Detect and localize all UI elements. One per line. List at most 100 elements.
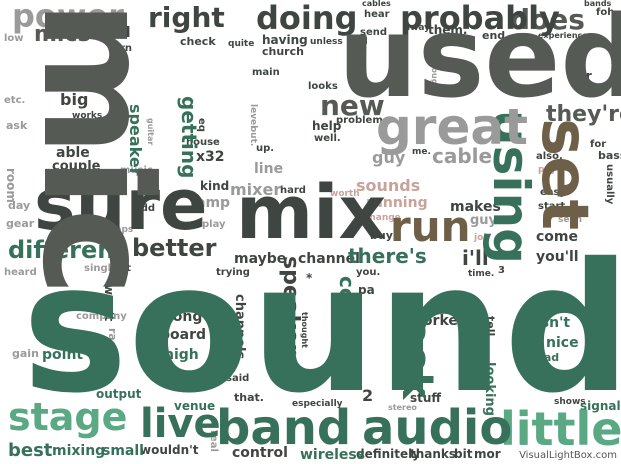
cloud-word: channel xyxy=(298,251,360,267)
cloud-word: seen xyxy=(558,215,582,225)
cloud-word: amps xyxy=(106,225,134,235)
cloud-word: unless xyxy=(310,37,343,47)
cloud-word: well. xyxy=(314,133,341,144)
cloud-word: high xyxy=(164,347,199,363)
cloud-word: out. xyxy=(248,126,258,147)
cloud-word: time. xyxy=(468,269,495,279)
cloud-word: also, xyxy=(536,151,563,162)
cloud-word: amp xyxy=(196,195,231,211)
cloud-word: works xyxy=(72,111,103,121)
cloud-word: help xyxy=(312,119,342,133)
cloud-word: 3 xyxy=(498,265,505,276)
cloud-word: there's xyxy=(348,244,427,268)
cloud-word: cable xyxy=(432,144,493,168)
cloud-word: job xyxy=(474,233,490,243)
cloud-word: hard xyxy=(280,185,306,196)
cloud-word: come xyxy=(536,229,578,245)
cloud-word: pay xyxy=(538,165,557,175)
cloud-word: stereo xyxy=(388,403,417,412)
cloud-word: couple xyxy=(52,159,101,174)
cloud-word: experience xyxy=(538,31,588,40)
cloud-word: guys xyxy=(470,213,505,228)
cloud-word: kind xyxy=(200,179,230,193)
cloud-word: mixing xyxy=(52,443,106,459)
cloud-word: worked xyxy=(410,313,468,329)
cloud-word: trying xyxy=(216,267,250,278)
cloud-word: usually xyxy=(604,164,615,205)
cloud-word: old xyxy=(352,37,368,47)
cloud-word: mixer xyxy=(230,180,282,199)
cloud-word: edit: xyxy=(58,299,87,312)
cloud-word: bands xyxy=(584,0,612,8)
cloud-word: check xyxy=(180,35,216,48)
cloud-word: mix xyxy=(236,170,387,256)
cloud-word: live xyxy=(140,401,221,447)
cloud-word: them. xyxy=(428,23,468,37)
cloud-word: definitely xyxy=(356,447,421,461)
cloud-word: new xyxy=(320,89,385,122)
cloud-word: different xyxy=(8,236,126,264)
cloud-word: thanks xyxy=(410,447,457,461)
cloud-word: especially xyxy=(292,399,343,409)
cloud-word: level xyxy=(248,104,258,129)
cloud-word: bit xyxy=(454,447,473,461)
cloud-word: main xyxy=(252,67,280,78)
cloud-word: used xyxy=(338,0,621,123)
cloud-word: start xyxy=(538,201,566,212)
cloud-word: makes xyxy=(450,199,501,215)
cloud-word: mics xyxy=(34,22,91,47)
cloud-word: mor xyxy=(474,447,501,461)
cloud-word: ask xyxy=(6,119,28,132)
cloud-word: isn't xyxy=(536,315,571,331)
credit-text: VisualLightBox.com xyxy=(519,450,617,461)
cloud-word: wouldn't xyxy=(140,443,199,457)
cloud-word: quite xyxy=(228,39,255,49)
cloud-word: better xyxy=(132,234,217,262)
cloud-word: gear xyxy=(6,217,35,230)
cloud-word: nice xyxy=(546,335,579,351)
cloud-word: doing xyxy=(256,0,358,37)
cloud-word: i'll xyxy=(462,246,489,270)
cloud-word: band xyxy=(216,400,352,456)
cloud-word: big xyxy=(60,90,89,109)
cloud-word: power xyxy=(12,0,124,35)
cloud-word: great xyxy=(376,98,529,156)
cloud-word: point xyxy=(42,347,84,363)
cloud-word: probably xyxy=(400,0,560,37)
cloud-word: run xyxy=(390,202,471,251)
cloud-word: play xyxy=(202,219,226,230)
cloud-word: that. xyxy=(234,391,264,404)
cloud-word: does xyxy=(510,3,585,36)
cloud-word: able xyxy=(56,145,90,161)
cloud-word: bass xyxy=(598,149,621,162)
cloud-word: little xyxy=(500,402,621,456)
cloud-word: worth xyxy=(330,189,360,199)
cloud-word: you. xyxy=(356,267,381,278)
cloud-word: stuff xyxy=(410,391,442,405)
cloud-word: end xyxy=(482,29,506,42)
cloud-word: signal xyxy=(580,399,621,413)
cloud-word: digital xyxy=(80,25,131,41)
cloud-word: single xyxy=(84,263,118,274)
cloud-word: best xyxy=(8,440,53,461)
cloud-word: 4 xyxy=(604,257,612,270)
cloud-word: set xyxy=(527,118,601,231)
cloud-word: music xyxy=(120,165,153,176)
cloud-word: me. xyxy=(412,147,431,157)
cloud-word: x32 xyxy=(196,149,225,165)
cloud-word: maybe xyxy=(234,251,287,267)
cloud-word: running xyxy=(366,195,428,211)
cloud-word: heard xyxy=(4,267,37,278)
cloud-word: it, xyxy=(56,121,73,137)
cloud-word: board xyxy=(160,327,207,343)
cloud-word: audio xyxy=(362,400,513,456)
cloud-word: problem xyxy=(336,115,383,126)
cloud-word: guy xyxy=(372,148,406,167)
cloud-word: control xyxy=(232,445,288,461)
cloud-word: buy xyxy=(370,229,393,242)
cloud-word: sound xyxy=(22,225,621,432)
cloud-word: add xyxy=(134,203,156,214)
cloud-word: right xyxy=(148,1,225,34)
cloud-word: etc. xyxy=(4,95,26,106)
cloud-word: shows xyxy=(554,397,586,407)
